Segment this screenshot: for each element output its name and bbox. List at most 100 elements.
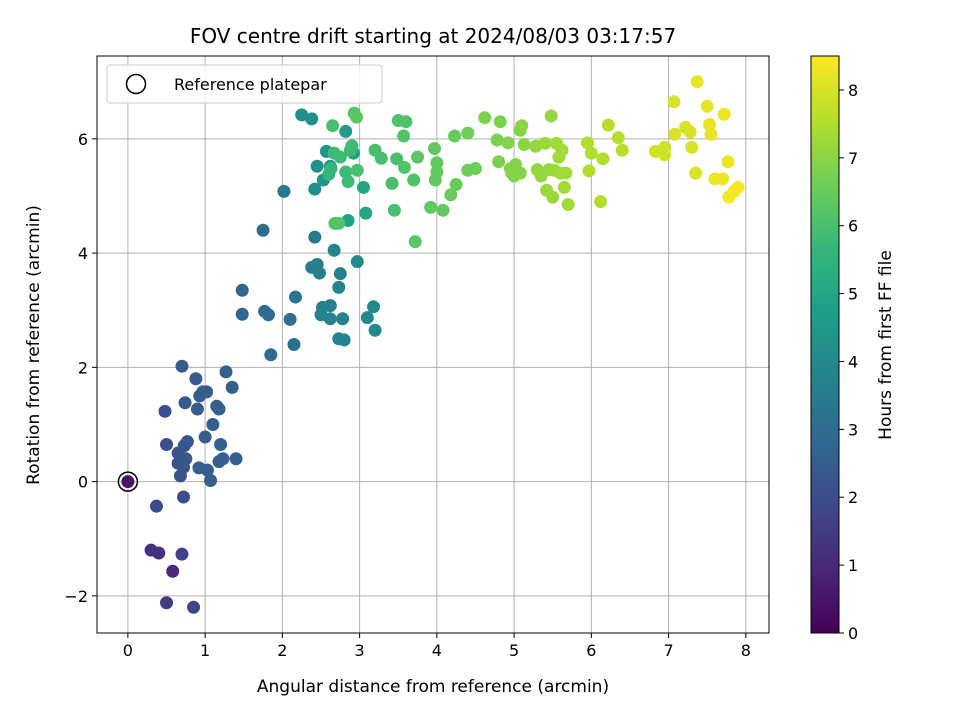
data-point (287, 338, 301, 351)
reference-platepar-marker (117, 471, 139, 492)
data-point (198, 430, 212, 444)
x-tick-label: 2 (277, 641, 287, 660)
data-point (256, 223, 270, 237)
data-point (538, 136, 552, 150)
data-points (117, 75, 745, 614)
data-point (544, 109, 558, 123)
data-point (312, 266, 326, 280)
data-point (580, 136, 594, 150)
data-point (700, 99, 714, 113)
data-point (229, 452, 243, 466)
data-point (430, 165, 444, 179)
data-point (160, 596, 174, 610)
data-point (350, 110, 364, 124)
data-point (428, 142, 442, 156)
data-point (332, 280, 346, 294)
data-point (177, 490, 191, 504)
data-point (336, 312, 350, 326)
data-point (658, 148, 672, 162)
data-point (444, 188, 458, 202)
data-point (323, 312, 337, 326)
data-point (235, 307, 249, 321)
data-point (216, 452, 230, 466)
data-point (178, 396, 192, 410)
data-point (341, 175, 355, 189)
data-point (368, 323, 382, 337)
data-point (667, 95, 681, 109)
data-point (121, 475, 135, 489)
data-point (350, 255, 364, 269)
data-point (387, 203, 401, 217)
data-point (390, 152, 404, 166)
data-point (399, 115, 413, 129)
data-point (584, 146, 598, 160)
x-axis-ticks: 0 1 2 3 4 5 6 7 8 (123, 633, 751, 660)
data-point (152, 546, 166, 560)
data-point (478, 111, 492, 125)
legend-box (106, 64, 383, 104)
data-point (323, 299, 337, 313)
data-point (327, 243, 341, 257)
data-point (582, 164, 596, 178)
data-point (235, 283, 249, 297)
data-point (367, 300, 381, 314)
data-point (397, 160, 411, 174)
data-point (166, 564, 180, 578)
data-point (555, 143, 569, 157)
colorbar-tick-label: 2 (848, 488, 858, 507)
data-point (345, 139, 359, 153)
x-tick-label: 1 (200, 641, 210, 660)
data-point (333, 267, 347, 281)
data-point (350, 163, 364, 177)
data-point (408, 235, 422, 249)
data-point (436, 203, 450, 217)
data-point (596, 152, 610, 166)
data-point (449, 178, 463, 192)
data-point (493, 115, 507, 129)
data-point (685, 140, 699, 154)
data-point (359, 206, 373, 220)
data-point (204, 473, 218, 487)
y-tick-label: 4 (78, 244, 88, 263)
data-point (225, 380, 239, 394)
data-point (360, 311, 374, 325)
data-point (149, 499, 163, 513)
data-point (179, 452, 193, 466)
data-point (190, 402, 204, 416)
data-point (461, 126, 475, 140)
data-point (703, 118, 717, 132)
plot-area-frame (96, 55, 770, 634)
data-point (546, 190, 560, 204)
y-axis-label: Rotation from reference (arcmin) (24, 205, 44, 485)
colorbar-tick-label: 8 (848, 81, 858, 100)
legend-reference-marker (125, 73, 147, 95)
data-point (601, 118, 615, 132)
data-point (324, 162, 338, 176)
y-tick-label: 6 (78, 130, 88, 149)
y-tick-label: −2 (64, 587, 88, 606)
data-point (189, 372, 203, 386)
data-point (468, 162, 482, 176)
y-tick-label: 2 (78, 358, 88, 377)
data-point (200, 463, 214, 477)
data-point (397, 129, 411, 143)
colorbar-tick-label: 0 (848, 624, 858, 643)
data-point (264, 348, 278, 362)
x-tick-label: 4 (432, 641, 442, 660)
data-point (308, 230, 322, 244)
colorbar-tick-label: 5 (848, 285, 858, 304)
data-point (175, 547, 189, 561)
data-point (430, 156, 444, 170)
legend: Reference platepar (106, 64, 383, 104)
data-point (289, 290, 303, 304)
colorbar-tick-label: 3 (848, 420, 858, 439)
chart-title: FOV centre drift starting at 2024/08/03 … (190, 24, 676, 48)
colorbar: 0 1 2 3 4 5 6 7 8 Hours from first FF file (810, 55, 896, 643)
data-point (326, 119, 340, 133)
data-point (731, 180, 745, 194)
x-tick-label: 3 (355, 641, 365, 660)
data-point (424, 200, 438, 214)
x-tick-label: 7 (663, 641, 673, 660)
colorbar-gradient (811, 56, 839, 633)
